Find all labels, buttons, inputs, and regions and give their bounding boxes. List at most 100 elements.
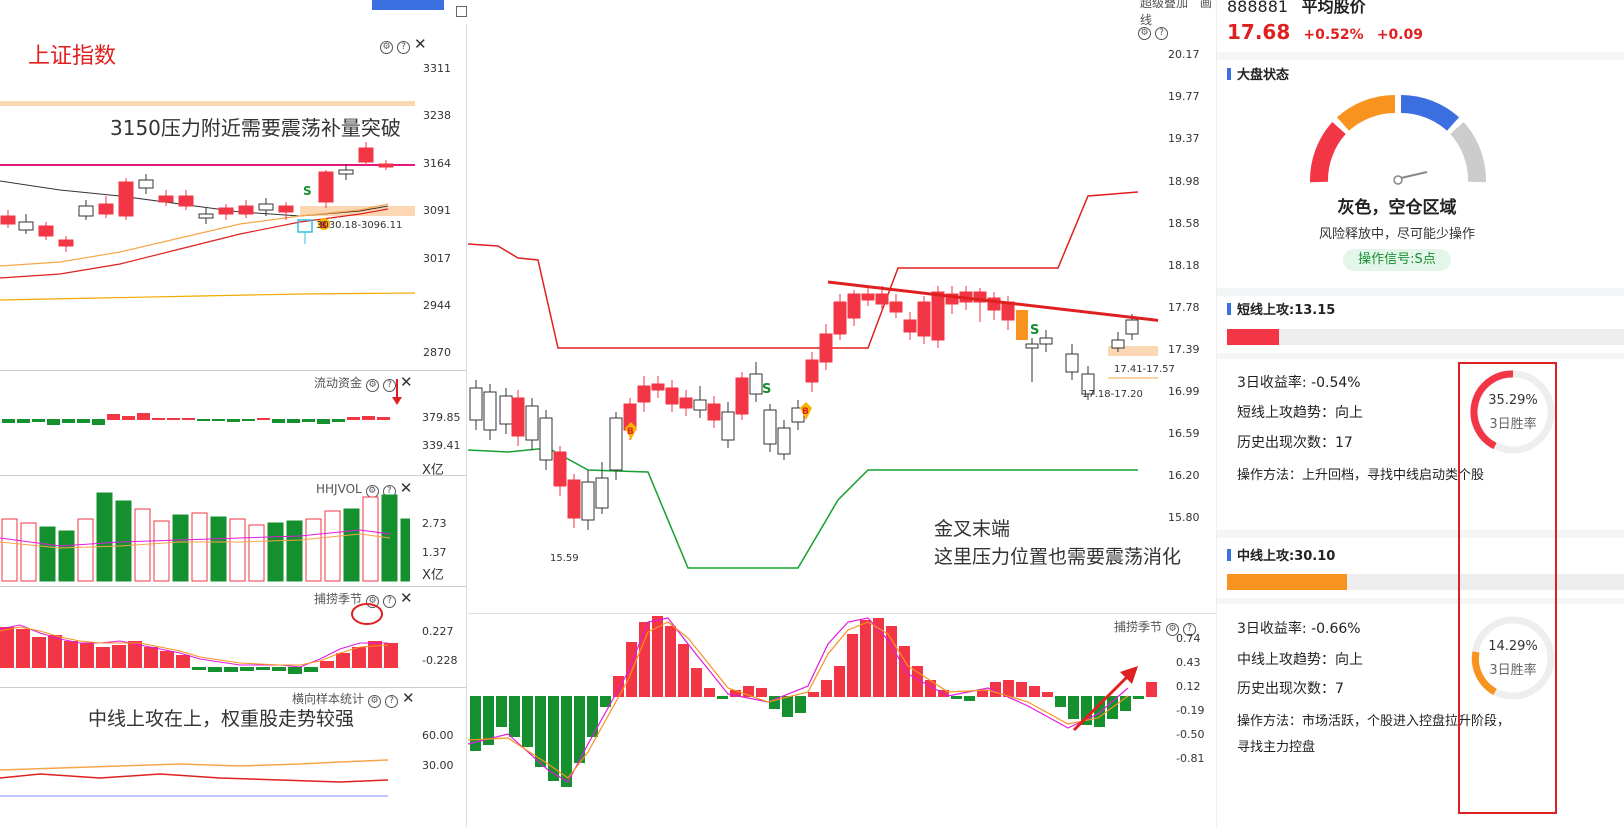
help-icon[interactable]: ? <box>1183 623 1197 636</box>
divider <box>1217 353 1624 359</box>
index-candle <box>58 239 74 247</box>
season-main-bar <box>990 682 1001 697</box>
season-bar <box>208 667 222 672</box>
market-gauge <box>1310 95 1486 185</box>
close-icon[interactable]: ✕ <box>414 35 427 53</box>
season-main-bar <box>782 696 793 717</box>
stock-code: 888881 <box>1227 0 1289 16</box>
right-info-panel: 888881 平均股价 17.68 +0.52% +0.09 大盘状态 灰色，空… <box>1216 0 1624 827</box>
main-axis-tick: 18.58 <box>1168 217 1200 230</box>
help-icon[interactable]: ? <box>383 379 397 392</box>
season-main-bar <box>509 696 520 737</box>
season-bar <box>80 643 94 668</box>
fund-bar <box>167 418 180 420</box>
settings-icon[interactable]: ⚙ <box>368 695 382 708</box>
svg-text:B: B <box>320 221 327 231</box>
fund-bar <box>227 419 240 422</box>
index-candle-chart: S B <box>0 101 416 301</box>
season-main-bar <box>886 626 897 697</box>
season-bar <box>112 645 126 668</box>
fund-bar <box>347 417 360 420</box>
season-bar <box>352 647 366 668</box>
season-main-bar <box>470 696 481 751</box>
sample-axis-tick: 60.00 <box>422 729 454 742</box>
panel-controls: ⚙? ✕ <box>376 34 427 54</box>
settings-icon[interactable]: ⚙ <box>1138 27 1151 40</box>
price-candle <box>469 387 483 421</box>
season-bar <box>368 641 382 668</box>
fund-panel-title: 流动资金 ⚙? ✕ <box>314 373 413 392</box>
market-status-desc: 风险释放中，尽可能少操作 <box>1318 227 1475 242</box>
settings-icon[interactable]: ⚙ <box>366 379 380 392</box>
volume-bar <box>20 522 37 582</box>
fund-bar <box>77 419 90 423</box>
help-icon[interactable]: ? <box>397 41 410 54</box>
settings-icon[interactable]: ⚙ <box>1166 623 1180 636</box>
fund-bar <box>2 419 15 423</box>
toolbar-highlight-button[interactable] <box>372 0 444 10</box>
fund-bar <box>92 419 105 425</box>
season-main-bar <box>1133 696 1144 699</box>
svg-text:S: S <box>303 184 312 198</box>
axis-tick: 3164 <box>423 157 451 170</box>
settings-icon[interactable]: ⚙ <box>366 595 380 608</box>
season-main-axis-tick: 0.43 <box>1176 656 1201 669</box>
index-candle <box>258 203 274 211</box>
price-candle <box>763 409 777 445</box>
season-bar <box>0 627 14 668</box>
season-main-bar <box>691 668 702 697</box>
axis-tick: 3238 <box>423 109 451 122</box>
svg-text:S: S <box>762 382 771 397</box>
season-bar <box>176 655 190 668</box>
help-icon[interactable]: ? <box>383 595 397 608</box>
sample-lines <box>0 759 389 797</box>
signal-badge: 操作信号:S点 <box>1343 249 1451 271</box>
season-main-bar <box>1055 696 1066 707</box>
volume-bar <box>229 518 246 582</box>
price-candle <box>889 301 903 313</box>
short-winrate-gauge <box>1470 370 1555 454</box>
season-main-axis-tick: 0.12 <box>1176 680 1201 693</box>
vol-axis-tick: 2.73 <box>422 517 447 530</box>
vol-ma-line <box>0 533 391 549</box>
fund-bar <box>362 416 375 420</box>
fund-bar <box>242 419 255 421</box>
divider <box>1217 288 1624 296</box>
season-main-bar <box>1146 682 1157 697</box>
overlay-button[interactable]: 超级叠加 <box>1140 0 1189 10</box>
volume-bar <box>96 492 113 582</box>
price-candle <box>693 399 707 411</box>
toolbar-icon[interactable] <box>456 6 467 17</box>
main-candle-chart: S S B B <box>468 191 1158 569</box>
fund-bar <box>197 419 210 421</box>
season-main-axis-tick: 0.74 <box>1176 632 1201 645</box>
volume-bar <box>400 518 410 582</box>
volume-bar <box>77 518 94 582</box>
close-icon[interactable]: ✕ <box>400 589 413 607</box>
index-candle <box>358 147 374 163</box>
price-candle <box>833 301 847 335</box>
close-icon[interactable]: ✕ <box>402 689 415 707</box>
draw-button[interactable]: 画线 <box>1140 0 1212 27</box>
fund-bar <box>182 418 195 420</box>
mid-winrate-label: 3日胜率 <box>1489 663 1537 678</box>
stock-header: 888881 平均股价 <box>1227 0 1366 17</box>
highlight-box <box>1458 362 1557 814</box>
price-candle <box>903 319 917 333</box>
close-icon[interactable]: ✕ <box>399 479 413 497</box>
divider <box>1217 530 1624 538</box>
season-main-bar <box>717 696 728 699</box>
season-bars-left <box>0 603 398 674</box>
volume-bar <box>362 496 379 582</box>
price-candle <box>637 385 651 403</box>
season-main-bar <box>561 696 572 787</box>
help-icon[interactable]: ? <box>385 695 399 708</box>
season-main-bar <box>535 696 546 767</box>
price-candle <box>721 411 735 441</box>
close-icon[interactable]: ✕ <box>400 373 413 391</box>
help-icon[interactable]: ? <box>1155 27 1168 40</box>
season-main-bar <box>496 696 507 727</box>
settings-icon[interactable]: ⚙ <box>380 41 393 54</box>
volume-bar <box>343 508 360 582</box>
price-candle <box>511 397 525 437</box>
